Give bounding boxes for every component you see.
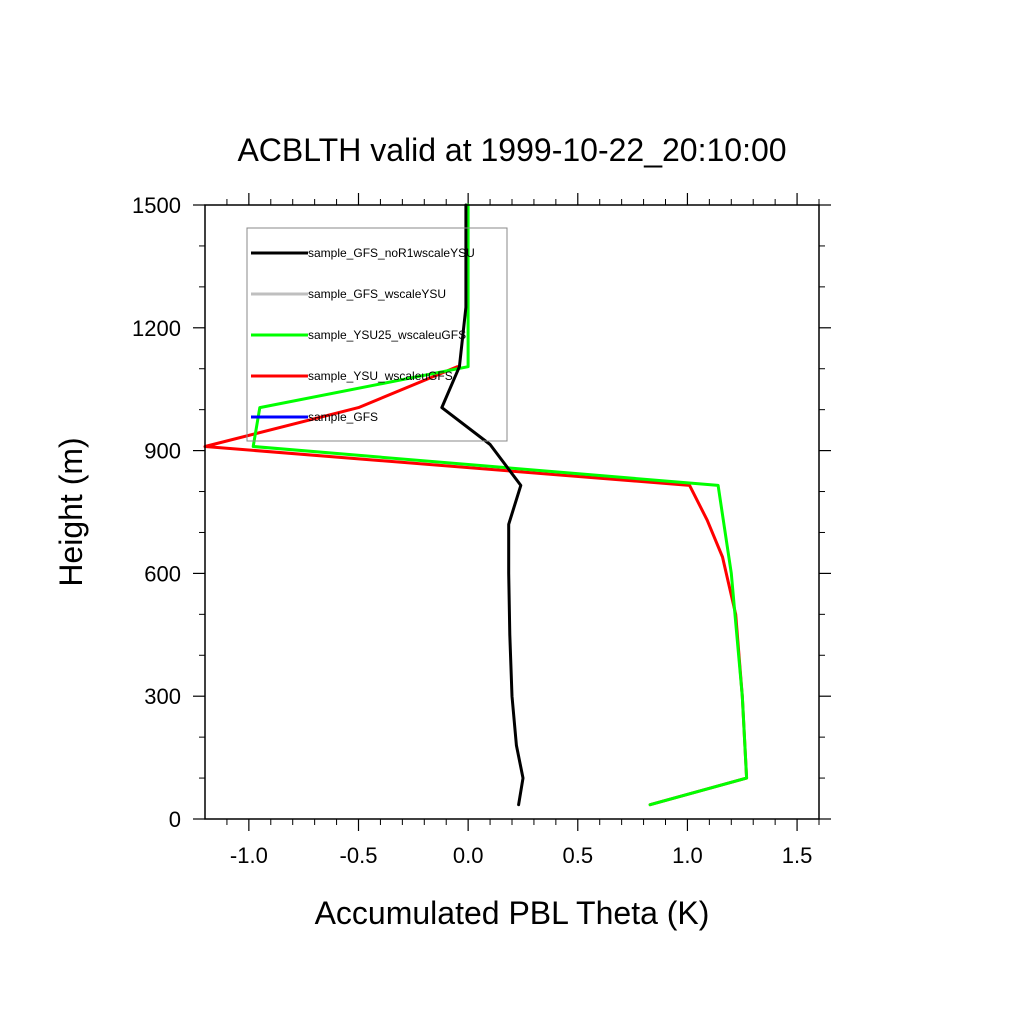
- legend-label: sample_GFS_wscaleYSU: [308, 287, 446, 301]
- legend: sample_GFS_noR1wscaleYSU sample_GFS_wscal…: [246, 227, 508, 442]
- y-tick-label: 600: [144, 561, 181, 586]
- y-tick-label: 1200: [132, 316, 181, 341]
- x-tick-label: 1.5: [782, 843, 813, 868]
- x-tick-label: 0.0: [453, 843, 484, 868]
- x-axis-title: Accumulated PBL Theta (K): [315, 895, 710, 931]
- x-tick-label: -1.0: [230, 843, 268, 868]
- y-tick-label: 1500: [132, 193, 181, 218]
- series-line-3: [251, 203, 749, 807]
- ticks-layer: -1.0 -0.5 0.0 0.5 1.0 1.5 0 300 600 900 1200 1500: [132, 193, 831, 868]
- plot-frame: [204, 204, 820, 820]
- y-tick-label: 300: [144, 684, 181, 709]
- legend-box: [246, 227, 508, 442]
- chart-title: ACBLTH valid at 1999-10-22_20:10:00: [237, 132, 786, 168]
- y-tick-label: 0: [169, 807, 181, 832]
- legend-label: sample_GFS: [308, 410, 378, 424]
- series-line-1: [440, 203, 525, 807]
- legend-label: sample_YSU25_wscaleuGFS: [308, 328, 466, 342]
- x-tick-label: 0.5: [562, 843, 593, 868]
- y-axis-title: Height (m): [53, 437, 89, 586]
- x-tick-label: -0.5: [340, 843, 378, 868]
- legend-label: sample_YSU_wscaleuGFS: [308, 369, 453, 383]
- series-layer: [203, 203, 749, 807]
- y-tick-label: 900: [144, 439, 181, 464]
- x-tick-label: 1.0: [672, 843, 703, 868]
- legend-label: sample_GFS_noR1wscaleYSU: [308, 246, 475, 260]
